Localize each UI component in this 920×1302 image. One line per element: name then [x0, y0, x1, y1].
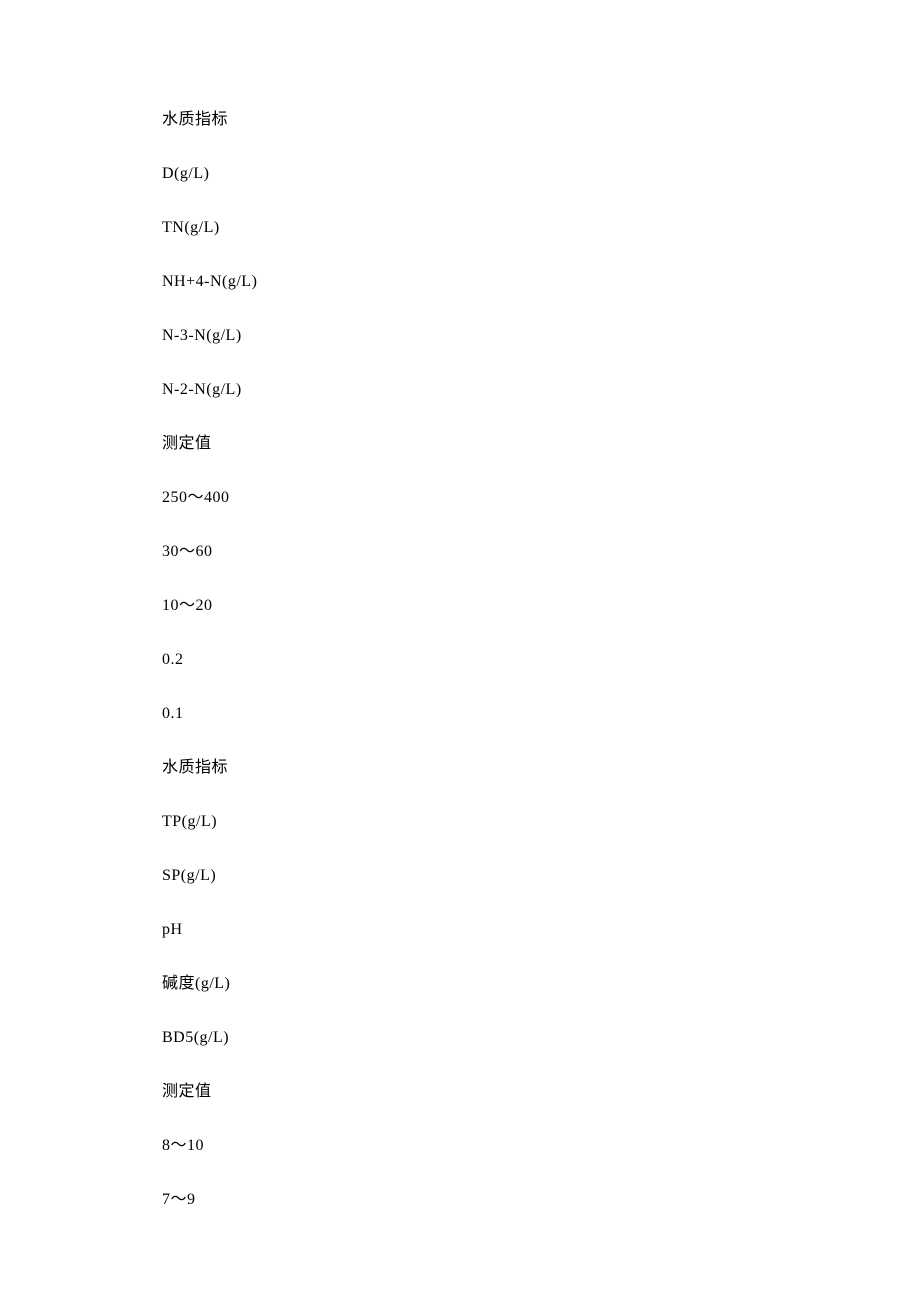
text-line: 10～20 — [162, 598, 920, 614]
text-line: 0.2 — [162, 652, 920, 668]
text-line: 0.1 — [162, 706, 920, 722]
text-line: 7～9 — [162, 1192, 920, 1208]
text-line: 测定值 — [162, 436, 920, 452]
text-line: 250～400 — [162, 490, 920, 506]
text-line: BD5(g/L) — [162, 1030, 920, 1046]
text-line: TP(g/L) — [162, 814, 920, 830]
text-line: TN(g/L) — [162, 220, 920, 236]
text-line: SP(g/L) — [162, 868, 920, 884]
text-line: D(g/L) — [162, 166, 920, 182]
text-line: NH+4-N(g/L) — [162, 274, 920, 290]
text-line: 测定值 — [162, 1084, 920, 1100]
text-line: 水质指标 — [162, 760, 920, 776]
text-line: N-2-N(g/L) — [162, 382, 920, 398]
text-line: N-3-N(g/L) — [162, 328, 920, 344]
text-line: 水质指标 — [162, 112, 920, 128]
text-line: 8～10 — [162, 1138, 920, 1154]
text-line: 碱度(g/L) — [162, 976, 920, 992]
text-line: 30～60 — [162, 544, 920, 560]
text-line: pH — [162, 922, 920, 938]
